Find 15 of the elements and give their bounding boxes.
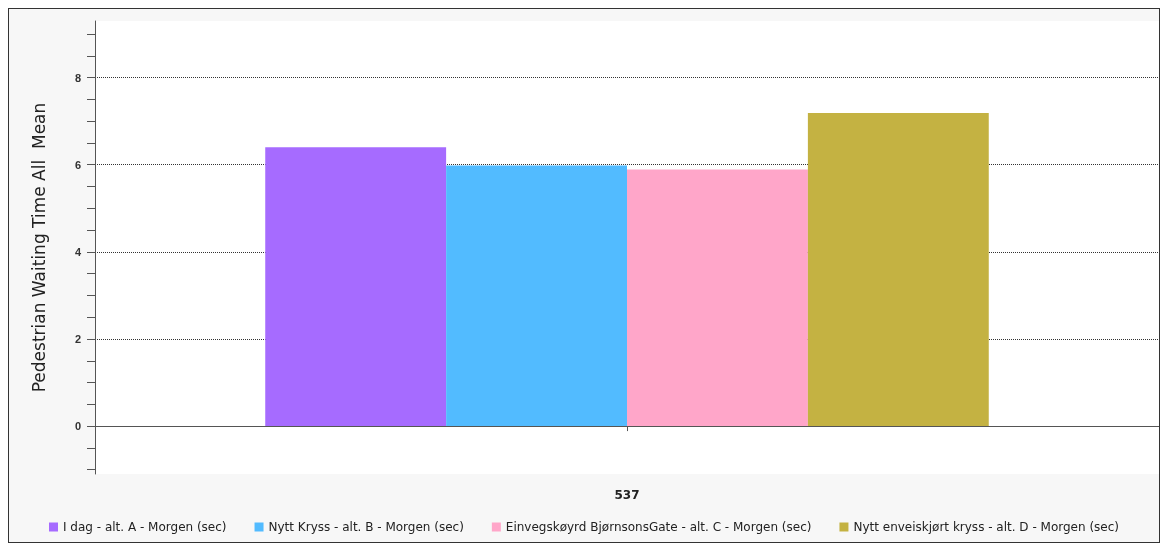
y-tick-label: 8 — [74, 71, 81, 84]
legend-label: I dag - alt. A - Morgen (sec) — [63, 520, 227, 534]
y-tick-label: 6 — [74, 158, 81, 171]
y-tick-label: 2 — [74, 332, 81, 345]
x-tick-label: 537 — [614, 488, 640, 502]
legend-label: Einvegskøyrd BjørnsonsGate - alt. C - Morgen (sec) — [505, 520, 812, 534]
y-axis-title: Pedestrian Waiting Time All Mean — [28, 102, 49, 393]
bar — [265, 147, 447, 427]
legend-label: Nytt enveiskjørt kryss - alt. D - Morgen (sec) — [853, 520, 1119, 534]
y-tick-label: 0 — [74, 420, 81, 433]
bar — [627, 169, 808, 427]
bar — [807, 112, 989, 427]
bar — [446, 165, 627, 427]
legend-label: Nytt Kryss - alt. B - Morgen (sec) — [268, 520, 464, 534]
y-tick-label: 4 — [74, 245, 82, 258]
